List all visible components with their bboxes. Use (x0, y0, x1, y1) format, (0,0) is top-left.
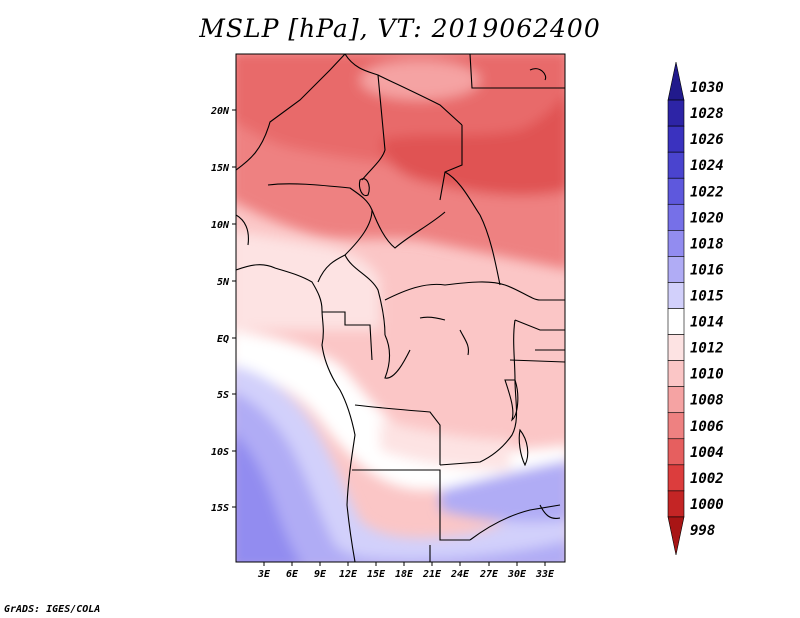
colorbar-label: 1026 (690, 132, 724, 148)
colorbar-label: 1010 (690, 367, 724, 383)
colorbar-label: 1000 (690, 497, 724, 513)
colorbar-swatch (667, 490, 685, 518)
colorbar-label: 1030 (690, 80, 724, 96)
colorbar-label: 1008 (690, 393, 724, 409)
country-borders (236, 54, 565, 562)
colorbar-label: 1020 (690, 210, 724, 226)
latitude-axis: 20N 15N 10N 5N EQ 5S 10S 15S (210, 106, 236, 514)
lat-label: 15N (211, 163, 230, 174)
map-frame (235, 53, 566, 563)
colorbar-swatch (667, 125, 685, 153)
lon-label: 3E (257, 569, 271, 580)
lon-label: 21E (422, 569, 442, 580)
colorbar-swatch (667, 360, 685, 387)
colorbar-label: 1016 (690, 262, 724, 278)
colorbar-label: 1028 (690, 106, 724, 122)
lon-label: 18E (395, 569, 414, 580)
colorbar-swatch (667, 61, 685, 101)
map-title: MSLP [hPa], VT: 2019062400 (199, 14, 601, 43)
colorbar-label: 998 (690, 523, 715, 539)
colorbar-label: 1004 (690, 445, 724, 461)
colorbar-label: 1024 (690, 158, 724, 174)
lon-label: 12E (339, 569, 358, 580)
colorbar-label: 1002 (690, 471, 724, 487)
colorbar-label: 1015 (690, 288, 724, 304)
lon-label: 15E (367, 569, 386, 580)
colorbar-label: 1022 (690, 184, 724, 200)
colorbar-swatch (667, 151, 685, 179)
colorbar-swatch (667, 203, 685, 231)
lon-label: 9E (314, 569, 327, 580)
lat-label: 10S (211, 447, 229, 458)
colorbar-swatch (667, 256, 685, 283)
lat-label: 5N (217, 277, 230, 288)
colorbar-label: 1012 (690, 341, 724, 357)
colorbar-swatch (667, 230, 685, 257)
colorbar-swatch (667, 334, 685, 361)
colorbar-swatch (667, 438, 685, 466)
lat-label: 15S (211, 503, 229, 514)
lat-label: 20N (210, 106, 230, 117)
colorbar-swatch (667, 99, 685, 127)
lon-label: 6E (286, 569, 299, 580)
lat-label: 5S (217, 390, 229, 401)
colorbar-label: 1006 (690, 419, 724, 435)
colorbar-label: 1018 (690, 236, 724, 252)
colorbar-swatch (667, 177, 685, 205)
colorbar-swatch (667, 308, 685, 335)
colorbar-swatch (667, 464, 685, 492)
grads-credit: GrADS: IGES/COLA (4, 604, 101, 615)
colorbar: 1030 1028 1026 1024 1022 1020 1018 1016 1015 1014… (667, 61, 724, 556)
colorbar-label: 1014 (690, 315, 724, 331)
longitude-axis: 3E 6E 9E 12E 15E 18E 21E 24E 27E 30E 33E (257, 562, 555, 580)
colorbar-swatch (667, 282, 685, 309)
lon-label: 30E (507, 569, 527, 580)
colorbar-swatch (667, 386, 685, 414)
pressure-field (236, 54, 565, 562)
lon-label: 33E (535, 569, 555, 580)
lon-label: 24E (450, 569, 470, 580)
lon-label: 27E (479, 569, 499, 580)
colorbar-swatch (667, 516, 685, 556)
lat-label: EQ (217, 334, 229, 345)
colorbar-swatch (667, 412, 685, 440)
lat-label: 10N (211, 220, 230, 231)
